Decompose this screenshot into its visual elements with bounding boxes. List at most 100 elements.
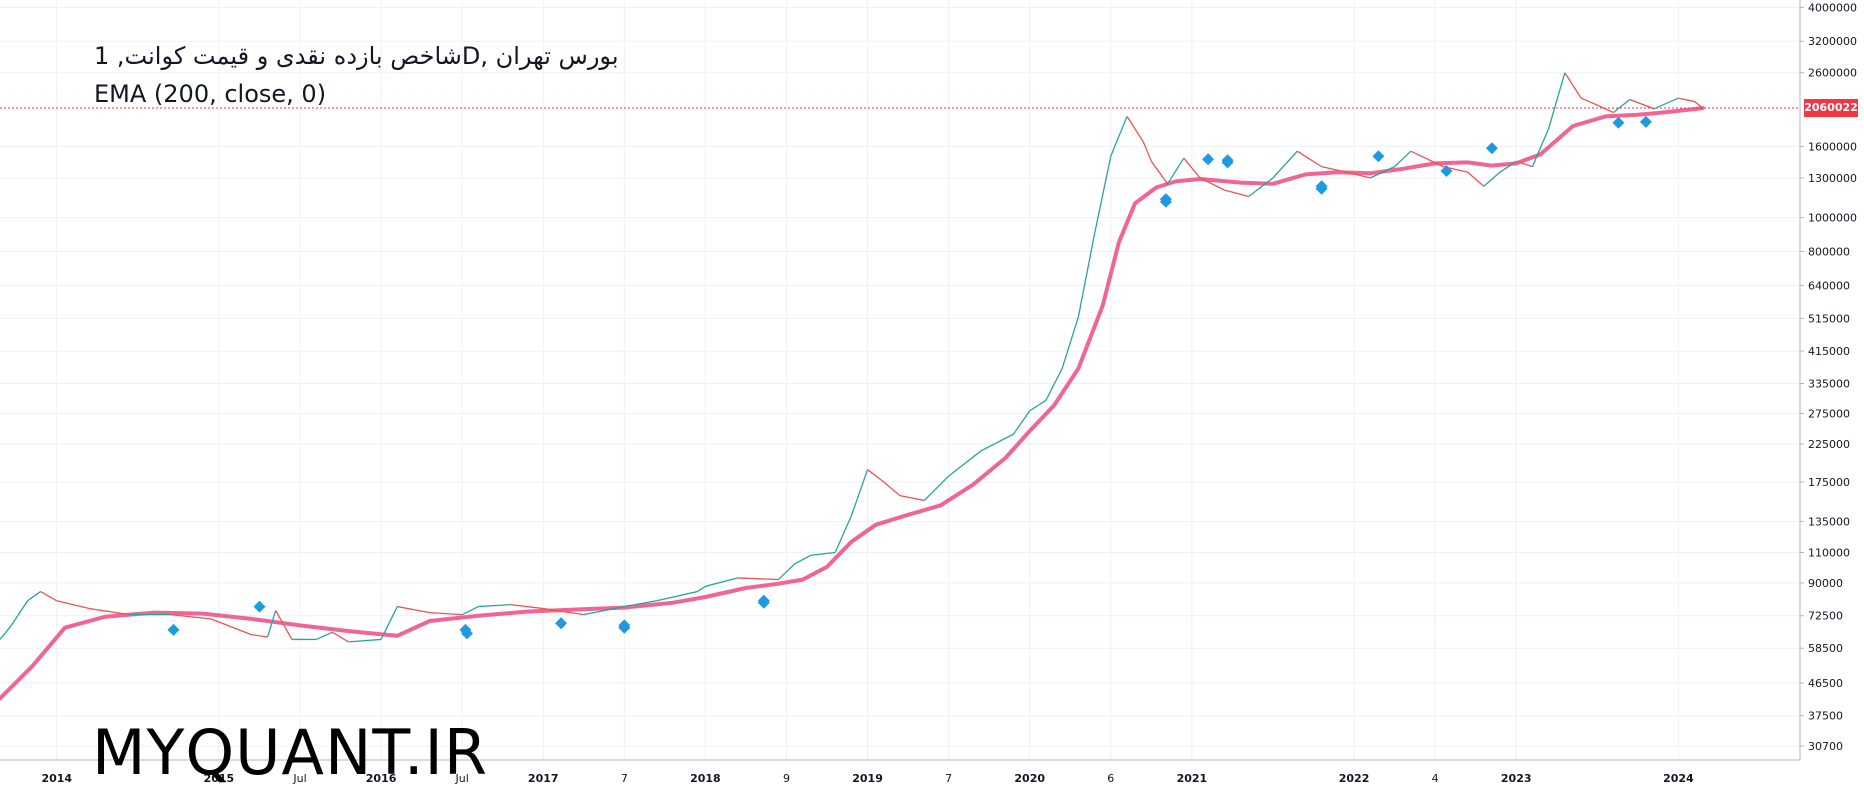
x-tick-label: 2015	[204, 772, 235, 785]
x-tick-label: 2017	[528, 772, 559, 785]
signal-marker	[1612, 116, 1625, 129]
signal-marker	[618, 619, 631, 632]
price-segment	[275, 610, 293, 640]
y-tick-label: 335000	[1808, 378, 1850, 391]
price-segment	[1483, 171, 1501, 187]
y-tick-label: 46500	[1808, 677, 1843, 690]
price-segment	[1142, 141, 1152, 162]
x-tick-label: 2014	[41, 772, 72, 785]
ema-line	[0, 106, 1705, 701]
indicator-label: EMA (200, close, 0)	[94, 80, 327, 108]
price-segment	[1296, 150, 1322, 168]
price-segment	[1061, 316, 1079, 369]
price-segment	[170, 614, 211, 620]
price-segment	[899, 494, 925, 502]
y-tick-label: 1000000	[1808, 212, 1857, 225]
watermark: MYQUANT.IR	[92, 716, 488, 789]
price-segment	[1580, 97, 1598, 106]
price-segment	[810, 551, 836, 556]
price-segment	[348, 638, 382, 643]
y-tick-label: 90000	[1808, 577, 1843, 590]
price-segment	[1597, 104, 1614, 114]
y-axis-ticks: 4000000 3200000 2600000 1600000 1300000 10000…	[1800, 1, 1857, 753]
price-segment	[1093, 156, 1112, 234]
price-segment	[705, 577, 739, 587]
x-tick-label: 2016	[366, 772, 397, 785]
price-segment	[1012, 410, 1031, 435]
price-segment	[583, 605, 625, 616]
signal-marker	[1315, 182, 1328, 195]
price-segment	[40, 591, 58, 602]
signal-marker	[1440, 165, 1453, 177]
y-tick-label: 2600000	[1808, 67, 1857, 80]
y-tick-label: 3200000	[1808, 35, 1857, 48]
price-segment	[1694, 101, 1704, 109]
x-axis-ticks: 2014 2015 Jul 2016 Jul 2017 7 2018 9 2019 7 2020 6 20…	[41, 772, 1694, 785]
y-tick-label: 175000	[1808, 476, 1850, 489]
signal-marker	[167, 623, 180, 636]
price-segment	[1499, 160, 1517, 173]
y-tick-label: 72500	[1808, 610, 1843, 623]
signal-markers	[167, 115, 1652, 640]
last-price-tag: 2060022	[1804, 99, 1858, 118]
price-segment	[89, 607, 130, 616]
y-tick-label: 640000	[1808, 279, 1850, 292]
x-tick-label: 7	[621, 772, 628, 785]
x-tick-label: 6	[1107, 772, 1114, 785]
price-segment	[397, 605, 430, 614]
y-tick-label: 37500	[1808, 710, 1843, 723]
price-segment	[1321, 166, 1347, 173]
y-tick-label: 4000000	[1808, 1, 1857, 14]
price-segment	[834, 515, 852, 553]
price-segment	[1199, 177, 1225, 191]
y-tick-label: 1600000	[1808, 140, 1857, 153]
price-segment	[1564, 72, 1582, 99]
price-segment	[1224, 189, 1249, 198]
price-segment	[251, 633, 268, 638]
price-segment	[266, 610, 277, 638]
price-segment	[1248, 177, 1274, 197]
x-tick-label: 2018	[690, 772, 721, 785]
x-tick-label: 2020	[1014, 772, 1045, 785]
price-segment	[543, 607, 584, 616]
x-tick-label: 2019	[852, 772, 883, 785]
signal-marker	[1202, 153, 1215, 166]
chart-title: شاخص بازده نقدی و قیمت کوانت, 1D, بورس ت…	[94, 42, 619, 70]
price-segment	[461, 605, 479, 616]
x-tick-label: 2023	[1501, 772, 1532, 785]
price-segment	[380, 606, 398, 640]
y-tick-label: 800000	[1808, 246, 1850, 259]
signal-marker	[757, 594, 770, 607]
price-segment	[27, 591, 41, 602]
y-tick-label: 1300000	[1808, 172, 1857, 185]
y-tick-label: 515000	[1808, 312, 1850, 325]
price-segment	[429, 611, 463, 616]
y-tick-label: 30700	[1808, 740, 1843, 753]
price-segment	[1653, 97, 1679, 110]
price-segment	[923, 475, 950, 501]
x-tick-label: 4	[1432, 772, 1439, 785]
price-segment	[1183, 157, 1201, 179]
gridlines	[0, 0, 1800, 760]
price-segment	[867, 469, 885, 483]
price-segment	[737, 577, 779, 581]
signal-marker	[1639, 115, 1652, 128]
y-tick-label: 275000	[1808, 407, 1850, 420]
signal-marker	[1485, 142, 1498, 155]
signal-marker	[1159, 195, 1172, 208]
price-segment	[1345, 171, 1371, 179]
price-segment	[1369, 166, 1395, 179]
price-segment	[510, 603, 544, 610]
price-segment	[1110, 116, 1128, 157]
price-segment	[794, 554, 812, 565]
price-segment	[696, 585, 706, 593]
price-segment	[332, 631, 349, 643]
x-tick-label: 2022	[1339, 772, 1370, 785]
x-tick-label: Jul	[455, 772, 469, 785]
price-segment	[948, 450, 982, 477]
price-segment	[1467, 171, 1485, 187]
price-segment	[478, 603, 511, 608]
price-segment	[1678, 97, 1695, 103]
price-segment	[980, 433, 1014, 452]
